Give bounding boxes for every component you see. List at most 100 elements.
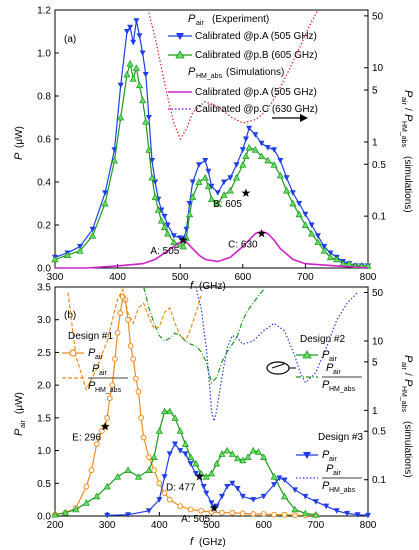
- series-point: [264, 156, 272, 164]
- y-tick-label: 0.6: [37, 135, 51, 146]
- series-point: [226, 186, 234, 194]
- series-point: [276, 475, 283, 482]
- panel-a-legend: P air (Experiment) Calibrated @p.A (505 …: [168, 13, 318, 122]
- series-point: [220, 191, 228, 198]
- x-tick-label: 700: [307, 520, 324, 531]
- panel-a-y2-ticks: 0.1 0.5 1 5 10 50: [364, 11, 386, 223]
- y-tick-label: 1.0: [37, 446, 51, 457]
- series-point: [77, 244, 84, 250]
- annotation-label: C: 630: [228, 240, 258, 251]
- series-point: [123, 29, 130, 35]
- legend-b-d2-ratio-num-sub: air: [333, 369, 341, 376]
- series-point: [203, 490, 210, 497]
- series-point: [142, 118, 150, 125]
- series-point: [138, 414, 144, 421]
- panel-a-y2label: P air / P HM_abs (simulations): [400, 90, 414, 213]
- series-point: [102, 423, 108, 430]
- series-point: [257, 152, 266, 160]
- y2-tick-label: 1: [372, 137, 378, 148]
- series-point: [146, 454, 152, 461]
- legend-a-group2-title-sub: HM_abs: [196, 73, 223, 80]
- series-point: [213, 459, 221, 467]
- annotation-star-icon: ★: [241, 186, 252, 200]
- y-tick-label: 0.8: [37, 92, 51, 103]
- legend-b-d3-ratio-den: P: [322, 480, 330, 492]
- y-tick-label: 1.5: [37, 413, 51, 424]
- series-point: [202, 158, 209, 164]
- annotation-star-icon: ★: [256, 227, 267, 241]
- series-point: [301, 221, 309, 228]
- annotation-star-icon: ★: [209, 501, 220, 515]
- series-point: [207, 469, 216, 477]
- panel-b: (b) 200 300 400 500 600 700 800 0.0 0.5 1.0 1.5 2.…: [13, 283, 414, 549]
- series-point: [271, 511, 278, 518]
- series-point: [63, 251, 72, 258]
- series-point: [260, 511, 267, 517]
- series-point: [177, 448, 184, 454]
- x-tick-label: 300: [99, 520, 116, 531]
- series-point: [202, 473, 210, 480]
- series-point: [233, 162, 240, 168]
- legend-a-group2-title: P: [188, 66, 196, 78]
- series-point: [280, 492, 289, 500]
- series-point: [155, 427, 163, 434]
- series-point: [112, 356, 118, 362]
- legend-b-d2-ratio-num: P: [326, 362, 334, 374]
- series-point: [192, 459, 200, 467]
- series-point: [51, 510, 59, 518]
- series-point: [139, 96, 147, 104]
- series-point: [140, 434, 147, 441]
- series-point: [171, 414, 179, 421]
- series-point: [208, 509, 215, 515]
- y2-tick-label: 10: [372, 336, 384, 347]
- series-point: [291, 487, 298, 493]
- series-point: [321, 244, 328, 250]
- series-point: [205, 168, 212, 175]
- panel-b-y-ticks: 0.0 0.5 1.0 1.5 2.0 2.5 3.0 3.5: [37, 283, 59, 523]
- series-point: [260, 493, 267, 500]
- series-point: [129, 75, 137, 82]
- series-point: [117, 310, 124, 317]
- series-point: [154, 206, 162, 213]
- series-point: [130, 356, 137, 362]
- series-point: [139, 50, 146, 56]
- series-point: [314, 238, 322, 246]
- x-tick-label: 400: [109, 272, 126, 283]
- y2-tick-label: 5: [372, 86, 378, 97]
- panel-b-ylabel-unit: (μW): [14, 392, 25, 414]
- series-point: [170, 233, 177, 239]
- series-point: [187, 453, 195, 460]
- series-point: [312, 510, 320, 518]
- panel-b-ylabel: P air (μW): [13, 392, 27, 436]
- legend-a-label-0: Calibrated @p.A (505 GHz): [195, 31, 317, 42]
- series-point: [327, 250, 334, 256]
- panel-b-y2label-den: P: [402, 379, 414, 387]
- legend-a-group1-title: P: [188, 13, 196, 25]
- series-line-2: [55, 230, 369, 269]
- series-point: [110, 156, 119, 164]
- series-point: [204, 182, 212, 190]
- series-point: [271, 482, 278, 488]
- x-tick-label: 300: [47, 272, 64, 283]
- series-point: [249, 446, 257, 454]
- series-point: [187, 506, 194, 513]
- series-point: [295, 210, 303, 218]
- axis-indicator-ellipse-icon: [266, 361, 296, 375]
- series-point: [125, 316, 131, 323]
- series-point: [99, 428, 105, 434]
- legend-a-entry-0: Calibrated @p.A (505 GHz): [168, 31, 317, 42]
- series-point: [213, 503, 220, 510]
- series-point: [228, 450, 236, 457]
- y-tick-label: 0.0: [37, 512, 51, 523]
- series-point: [176, 427, 184, 434]
- series-point: [158, 207, 165, 213]
- series-point: [145, 146, 153, 153]
- series-point: [145, 508, 152, 514]
- series-point: [207, 195, 216, 203]
- series-point: [142, 72, 149, 78]
- series-point: [93, 492, 101, 500]
- x-tick-label: 800: [360, 272, 377, 283]
- y2-tick-label: 50: [372, 11, 384, 22]
- series-point: [364, 262, 372, 269]
- y-tick-label: 0.0: [37, 264, 51, 275]
